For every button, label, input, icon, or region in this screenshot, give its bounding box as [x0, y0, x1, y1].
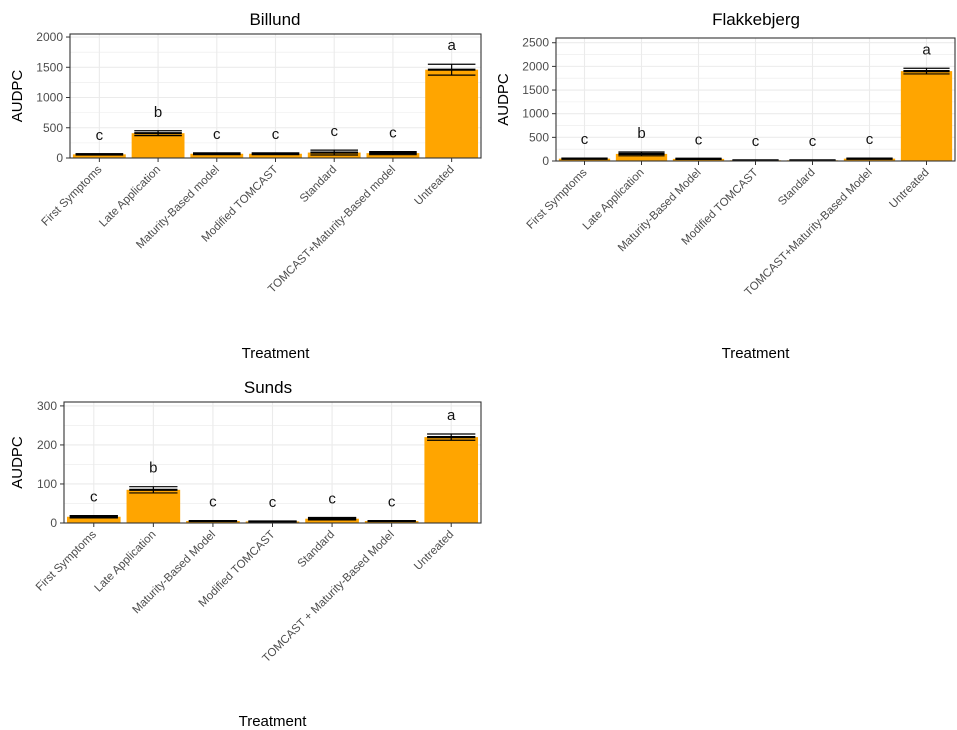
y-tick-label: 500: [43, 121, 63, 135]
x-tick-label: Standard: [296, 529, 337, 570]
significance-letter: c: [269, 494, 277, 511]
bar: [131, 133, 185, 158]
y-axis-title: AUDPC: [9, 70, 26, 123]
bar: [126, 489, 181, 523]
x-tick-label: Standard: [776, 167, 817, 208]
x-tick-label: Late Application: [93, 529, 159, 595]
y-axis-title: AUDPC: [9, 436, 26, 489]
significance-letter: a: [447, 407, 456, 424]
significance-letter: c: [695, 131, 703, 148]
y-tick-label: 100: [37, 477, 57, 491]
bar: [425, 69, 479, 158]
plot-frame: [69, 33, 482, 159]
y-tick-label: 300: [37, 399, 57, 413]
x-axis-title: Treatment: [722, 345, 791, 362]
x-axis-title: Treatment: [239, 713, 308, 730]
y-tick-label: 0: [542, 154, 549, 168]
x-tick-label: First Symptoms: [40, 163, 105, 228]
bar: [558, 158, 611, 161]
bar: [66, 516, 121, 523]
y-tick-label: 2500: [522, 36, 549, 50]
bar: [843, 158, 896, 161]
x-tick-label: Untreated: [412, 529, 456, 573]
x-tick-label: Untreated: [887, 167, 931, 211]
bar: [72, 154, 126, 158]
bar: [190, 153, 244, 158]
x-tick-label: First Symptoms: [525, 166, 590, 231]
panel-title: Sunds: [244, 378, 292, 397]
significance-letter: c: [809, 133, 817, 150]
y-tick-label: 1000: [522, 107, 549, 121]
significance-letter: c: [752, 133, 760, 150]
plot-frame: [555, 37, 956, 162]
x-tick-label: First Symptoms: [34, 528, 99, 593]
significance-letter: a: [922, 41, 931, 58]
plot-frame: [63, 401, 482, 524]
significance-letter: b: [154, 104, 162, 121]
panel-2: 0 100 200 300 c First Symptoms b Late Applicati…: [9, 378, 482, 730]
y-tick-label: 500: [529, 130, 549, 144]
significance-letter: c: [866, 131, 874, 148]
y-tick-label: 1000: [36, 91, 63, 105]
significance-letter: c: [213, 126, 221, 143]
significance-letter: c: [272, 126, 280, 143]
y-tick-label: 0: [50, 516, 57, 530]
x-tick-label: Late Application: [97, 164, 163, 230]
x-tick-label: Late Application: [581, 167, 647, 233]
panel-title: Billund: [249, 10, 300, 29]
significance-letter: b: [149, 460, 157, 477]
significance-letter: c: [90, 489, 98, 506]
bar: [615, 153, 668, 161]
significance-letter: c: [330, 123, 338, 140]
y-tick-label: 0: [56, 151, 63, 165]
panel-0: 0 500 1000 1500 2000 c First Symptoms b Late App…: [9, 10, 482, 362]
significance-letter: c: [581, 131, 589, 148]
bar: [424, 437, 479, 523]
bar: [305, 518, 359, 523]
significance-letter: c: [389, 125, 397, 142]
x-axis-title: Treatment: [242, 345, 311, 362]
bar: [249, 153, 302, 158]
x-tick-label: Standard: [298, 164, 339, 205]
significance-letter: c: [388, 494, 396, 511]
y-tick-label: 2000: [522, 59, 549, 73]
x-tick-label: TOMCAST+Maturity-Based Model: [743, 167, 875, 299]
bar: [366, 153, 420, 158]
significance-letter: c: [209, 494, 217, 511]
x-tick-label: Untreated: [413, 164, 457, 208]
y-tick-label: 1500: [522, 83, 549, 97]
significance-letter: b: [637, 125, 645, 142]
panel-1: 0 500 1000 1500 2000 2500 c First Symptoms b Late…: [495, 10, 956, 362]
y-tick-label: 1500: [36, 60, 63, 74]
y-axis-title: AUDPC: [495, 73, 512, 126]
bar: [900, 71, 953, 161]
significance-letter: c: [96, 127, 104, 144]
significance-letter: c: [328, 491, 336, 508]
x-tick-label: TOMCAST+Maturity-Based model: [266, 164, 398, 296]
x-tick-label: TOMCAST + Maturity-Based Model: [260, 529, 396, 665]
y-tick-label: 2000: [36, 30, 63, 44]
panel-title: Flakkebjerg: [712, 10, 800, 29]
y-tick-label: 200: [37, 438, 57, 452]
significance-letter: a: [447, 37, 456, 54]
